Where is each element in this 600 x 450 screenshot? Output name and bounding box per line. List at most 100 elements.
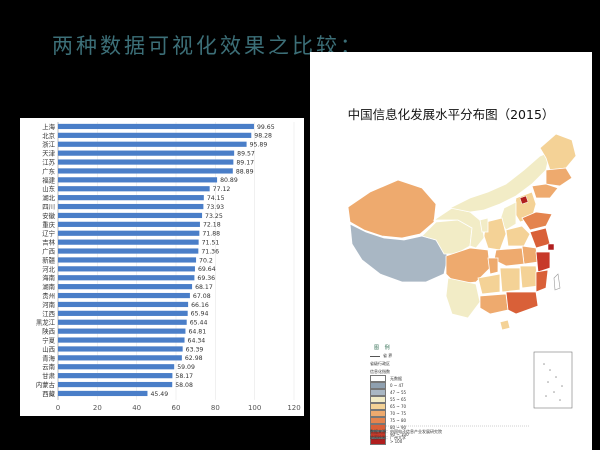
- value-label: 80.89: [220, 177, 238, 184]
- value-label: 65.94: [191, 311, 209, 318]
- legend-item-label: 0 ~ 47: [390, 383, 404, 388]
- bar: [58, 230, 200, 236]
- bar: [58, 239, 199, 245]
- bar-chart: 0 20 40 60 80 100 120 上海 99.65 北京 98.28 浙江 95.89 天津 89…: [36, 122, 301, 412]
- region-hunan: [499, 267, 521, 293]
- bar: [58, 301, 189, 308]
- region-taiwan: [553, 273, 561, 291]
- region-jilin: [545, 167, 573, 187]
- bar: [58, 373, 173, 379]
- category-label: 辽宁: [42, 229, 55, 238]
- value-label: 88.89: [236, 168, 254, 175]
- value-label: 66.16: [191, 302, 209, 309]
- bar: [58, 177, 218, 183]
- value-label: 77.12: [213, 186, 231, 193]
- legend-items: 无数据 0 ~ 47 47 ~ 55 55 ~ 65 65 ~ 70 70 ~ 75 75 …: [370, 375, 432, 445]
- map-legend: 图 例 省 界 省级行政区 信息化指数 无数据 0 ~ 47 47 ~ 55 55 ~…: [370, 344, 432, 445]
- value-label: 72.18: [203, 222, 221, 229]
- region-fujian: [535, 269, 549, 293]
- boundary-line-icon: [370, 355, 380, 357]
- bar-chart-panel: 0 20 40 60 80 100 120 上海 99.65 北京 98.28 浙江 95.89 天津 89…: [20, 118, 304, 416]
- category-label: 河南: [42, 300, 55, 309]
- map-title: 中国信息化发展水平分布图（2015）: [347, 107, 555, 122]
- category-label: 福建: [42, 175, 55, 184]
- legend-item-label: 65 ~ 70: [390, 404, 407, 409]
- value-label: 73.25: [205, 213, 223, 220]
- map-panel: 中国信息化发展水平分布图（2015）: [310, 52, 592, 450]
- legend-item: 70 ~ 75: [370, 410, 432, 417]
- category-label: 四川: [42, 203, 55, 211]
- category-label: 浙江: [42, 140, 55, 149]
- value-label: 64.81: [188, 328, 206, 335]
- legend-boundary: 省 界: [370, 353, 432, 359]
- bar: [58, 275, 195, 281]
- legend-swatch: [370, 375, 386, 382]
- value-label: 71.88: [202, 231, 220, 238]
- category-label: 广东: [42, 166, 55, 175]
- value-label: 73.93: [206, 204, 224, 211]
- region-hubei: [493, 247, 525, 267]
- bar: [58, 257, 197, 263]
- source-line-1: 数据来源：中国电子信息产业发展研究院: [370, 429, 442, 434]
- bar: [58, 132, 252, 138]
- bar: [58, 292, 190, 299]
- value-label: 59.09: [177, 364, 195, 371]
- category-label: 安徽: [42, 211, 55, 220]
- south-sea-islands: [543, 363, 563, 401]
- value-label: 58.17: [175, 373, 193, 380]
- value-label: 95.89: [250, 142, 268, 149]
- legend-item: 90 ~ 100: [370, 431, 432, 438]
- region-beijing: [519, 195, 529, 205]
- bar: [58, 212, 203, 219]
- bar: [58, 266, 195, 272]
- bar: [58, 390, 148, 397]
- category-label: 上海: [42, 122, 55, 131]
- value-label: 99.65: [257, 124, 275, 131]
- x-tick-label: 100: [248, 404, 261, 412]
- value-label: 69.64: [198, 266, 216, 273]
- value-label: 89.57: [237, 150, 255, 157]
- bar: [58, 168, 233, 174]
- legend-item: 65 ~ 70: [370, 403, 432, 410]
- category-label: 青海: [42, 353, 55, 362]
- category-label: 天津: [42, 150, 55, 158]
- category-label: 山西: [42, 344, 55, 353]
- value-label: 74.15: [207, 195, 225, 202]
- bar: [58, 355, 182, 361]
- region-anhui: [521, 245, 539, 265]
- legend-section-label: 省级行政区: [370, 361, 390, 366]
- value-label: 45.49: [150, 391, 168, 398]
- bar: [58, 284, 193, 290]
- legend-swatch: [370, 424, 386, 431]
- category-label: 宁夏: [42, 335, 55, 344]
- legend-item: 55 ~ 65: [370, 396, 432, 403]
- legend-item-label: 70 ~ 75: [390, 411, 407, 416]
- bar: [58, 159, 234, 165]
- region-yunnan: [445, 277, 481, 319]
- value-label: 67.08: [193, 293, 211, 300]
- region-liaoning: [531, 183, 559, 199]
- region-henan: [505, 225, 531, 247]
- bar: [58, 319, 187, 325]
- bar: [58, 310, 188, 316]
- region-shanghai: [547, 243, 555, 251]
- value-label: 70.2: [199, 257, 213, 264]
- bar: [58, 203, 204, 210]
- category-label: 湖北: [42, 193, 55, 202]
- value-label: 68.17: [195, 284, 213, 291]
- legend-item-label: 47 ~ 55: [390, 390, 407, 395]
- legend-item-label: 55 ~ 65: [390, 397, 407, 402]
- region-ningxia: [479, 217, 489, 233]
- value-label: 65.44: [190, 320, 208, 327]
- region-jiangsu: [529, 227, 551, 249]
- legend-item: 75 ~ 80: [370, 417, 432, 424]
- region-zhejiang: [535, 251, 551, 273]
- legend-swatch: [370, 389, 386, 396]
- x-tick-label: 80: [211, 404, 220, 412]
- category-label: 甘肃: [42, 371, 55, 380]
- bar: [58, 381, 173, 388]
- bar: [58, 221, 200, 227]
- value-label: 71.51: [202, 239, 220, 246]
- legend-swatch: [370, 417, 386, 424]
- category-label: 内蒙古: [36, 380, 56, 389]
